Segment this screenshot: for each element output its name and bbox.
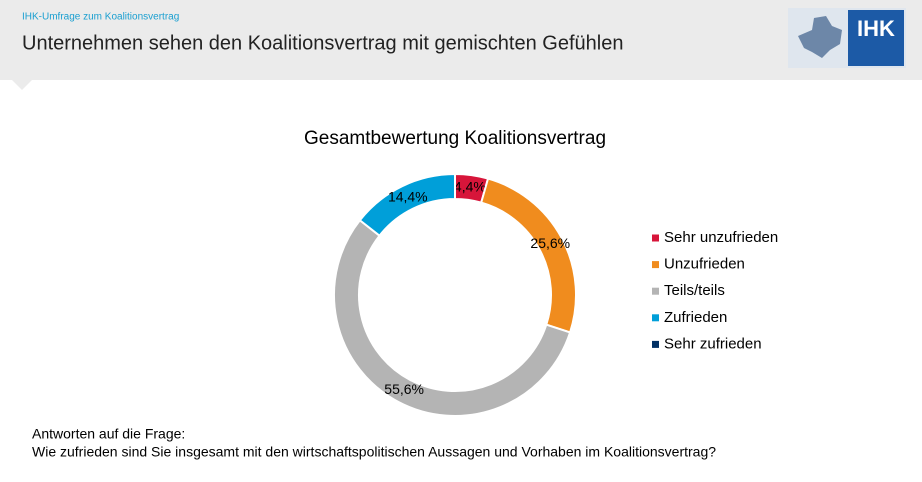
data-label: 25,6% <box>530 235 570 251</box>
data-label: 14,4% <box>388 189 428 205</box>
logo-map <box>798 16 842 58</box>
donut-slice <box>479 177 577 334</box>
header-pointer <box>12 80 32 90</box>
header-band <box>0 0 922 80</box>
logo-box <box>848 10 904 66</box>
data-label: 4,4% <box>454 179 486 195</box>
footnote-question: Wie zufrieden sind Sie insgesamt mit den… <box>32 444 716 460</box>
logo: IHK <box>788 8 906 68</box>
data-label: 55,6% <box>384 381 424 397</box>
legend-label: Sehr zufrieden <box>664 335 762 352</box>
footnote-intro: Antworten auf die Frage: <box>32 426 185 442</box>
donut-slice <box>333 218 572 417</box>
donut-slice <box>358 172 456 238</box>
header-title: Unternehmen sehen den Koalitionsvertrag … <box>22 32 623 54</box>
legend: Sehr unzufrieden Unzufrieden Teils/teils Zu… <box>652 229 778 352</box>
legend-swatch <box>652 314 659 322</box>
legend-swatch <box>652 340 659 348</box>
legend-label: Sehr unzufrieden <box>664 229 778 246</box>
legend-swatch <box>652 287 659 295</box>
legend-label: Teils/teils <box>664 282 725 299</box>
legend-swatch <box>652 261 659 269</box>
legend-label: Zufrieden <box>664 309 727 326</box>
legend-label: Unzufrieden <box>664 256 745 273</box>
header-kicker: IHK-Umfrage zum Koalitionsvertrag <box>22 12 179 23</box>
donut: 4,4% 25,6% 55,6% 14,4% <box>333 172 577 417</box>
legend-swatch <box>652 234 659 242</box>
logo-text: IHK <box>857 16 895 41</box>
chart-title: Gesamtbewertung Koalitionsvertrag <box>304 128 606 149</box>
